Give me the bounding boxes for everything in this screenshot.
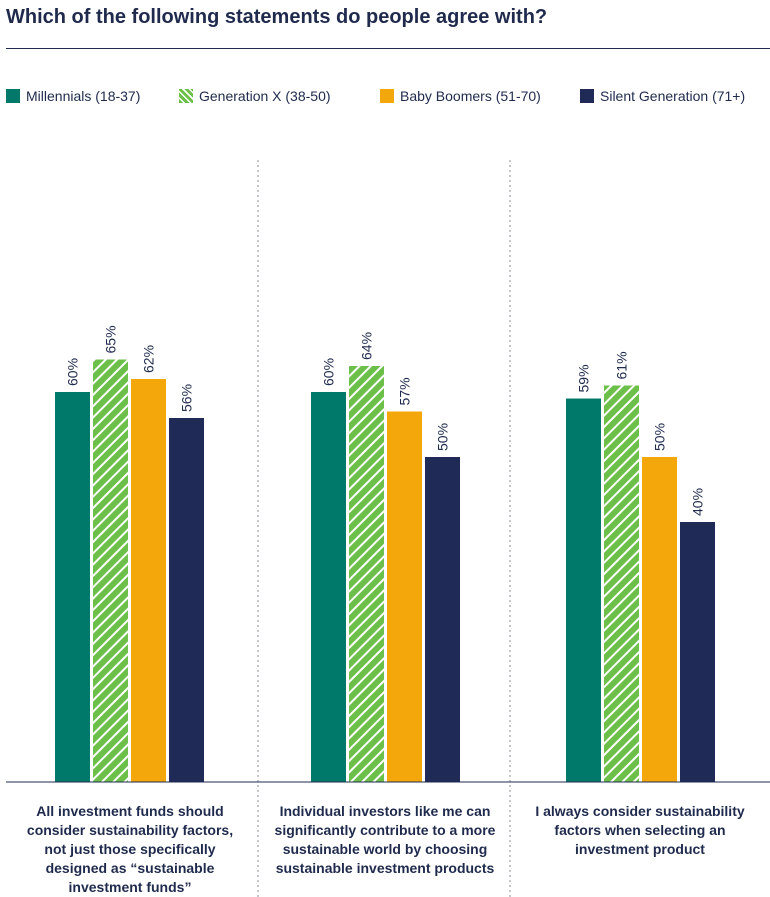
- legend-label-generation-x: Generation X (38-50): [199, 88, 331, 104]
- category-label-all-funds: All investment funds should consider sus…: [26, 803, 234, 895]
- bar-baby-boomers-cat3: [642, 457, 677, 782]
- legend-swatch-generation-x: [179, 89, 193, 103]
- legend-swatch-millennials: [6, 89, 20, 103]
- bar-baby-boomers-cat2: [387, 411, 422, 782]
- bar-millennials-cat2: [311, 392, 346, 782]
- value-label-silent-generation-cat1: 56%: [179, 384, 195, 412]
- legend-item-millennials: Millennials (18-37): [6, 88, 140, 104]
- bar-generation-x-cat2: [349, 366, 384, 782]
- value-label-baby-boomers-cat2: 57%: [397, 377, 413, 405]
- title-divider: [6, 48, 770, 49]
- value-label-silent-generation-cat3: 40%: [690, 488, 706, 516]
- legend-label-millennials: Millennials (18-37): [26, 88, 141, 104]
- value-label-generation-x-cat2: 64%: [359, 332, 375, 360]
- value-label-baby-boomers-cat3: 50%: [652, 423, 668, 451]
- bar-silent-generation-cat2: [425, 457, 460, 782]
- legend-label-silent-generation: Silent Generation (71+): [600, 88, 746, 104]
- legend: Millennials (18-37) Generation X (38-50)…: [6, 88, 770, 108]
- value-label-generation-x-cat1: 65%: [103, 325, 119, 353]
- value-label-millennials-cat3: 59%: [576, 364, 592, 392]
- legend-swatch-baby-boomers: [380, 89, 394, 103]
- value-label-generation-x-cat3: 61%: [614, 351, 630, 379]
- category-label-always-consider: I always consider sustainability factors…: [535, 803, 745, 857]
- bar-baby-boomers-cat1: [131, 379, 166, 782]
- bar-silent-generation-cat1: [169, 418, 204, 782]
- bar-millennials-cat1: [55, 392, 90, 782]
- value-label-millennials-cat2: 60%: [321, 358, 337, 386]
- legend-item-silent-generation: Silent Generation (71+): [580, 88, 745, 104]
- legend-item-generation-x: Generation X (38-50): [179, 88, 331, 104]
- value-labels: 60% 65% 62% 56% 60% 64% 57% 50% 59% 61% 50% 40%: [65, 325, 706, 516]
- value-label-silent-generation-cat2: 50%: [435, 423, 451, 451]
- legend-swatch-silent-generation: [580, 89, 594, 103]
- chart-title: Which of the following statements do peo…: [6, 6, 548, 28]
- legend-item-baby-boomers: Baby Boomers (51-70): [380, 88, 541, 104]
- value-label-baby-boomers-cat1: 62%: [141, 345, 157, 373]
- bar-silent-generation-cat3: [680, 522, 715, 782]
- bars: [55, 359, 715, 782]
- category-label-individual-investors: Individual investors like me can signifi…: [274, 803, 496, 876]
- bar-generation-x-cat1: [93, 359, 128, 782]
- bar-millennials-cat3: [566, 398, 601, 782]
- legend-label-baby-boomers: Baby Boomers (51-70): [400, 88, 541, 104]
- bar-generation-x-cat3: [604, 385, 639, 782]
- value-label-millennials-cat1: 60%: [65, 358, 81, 386]
